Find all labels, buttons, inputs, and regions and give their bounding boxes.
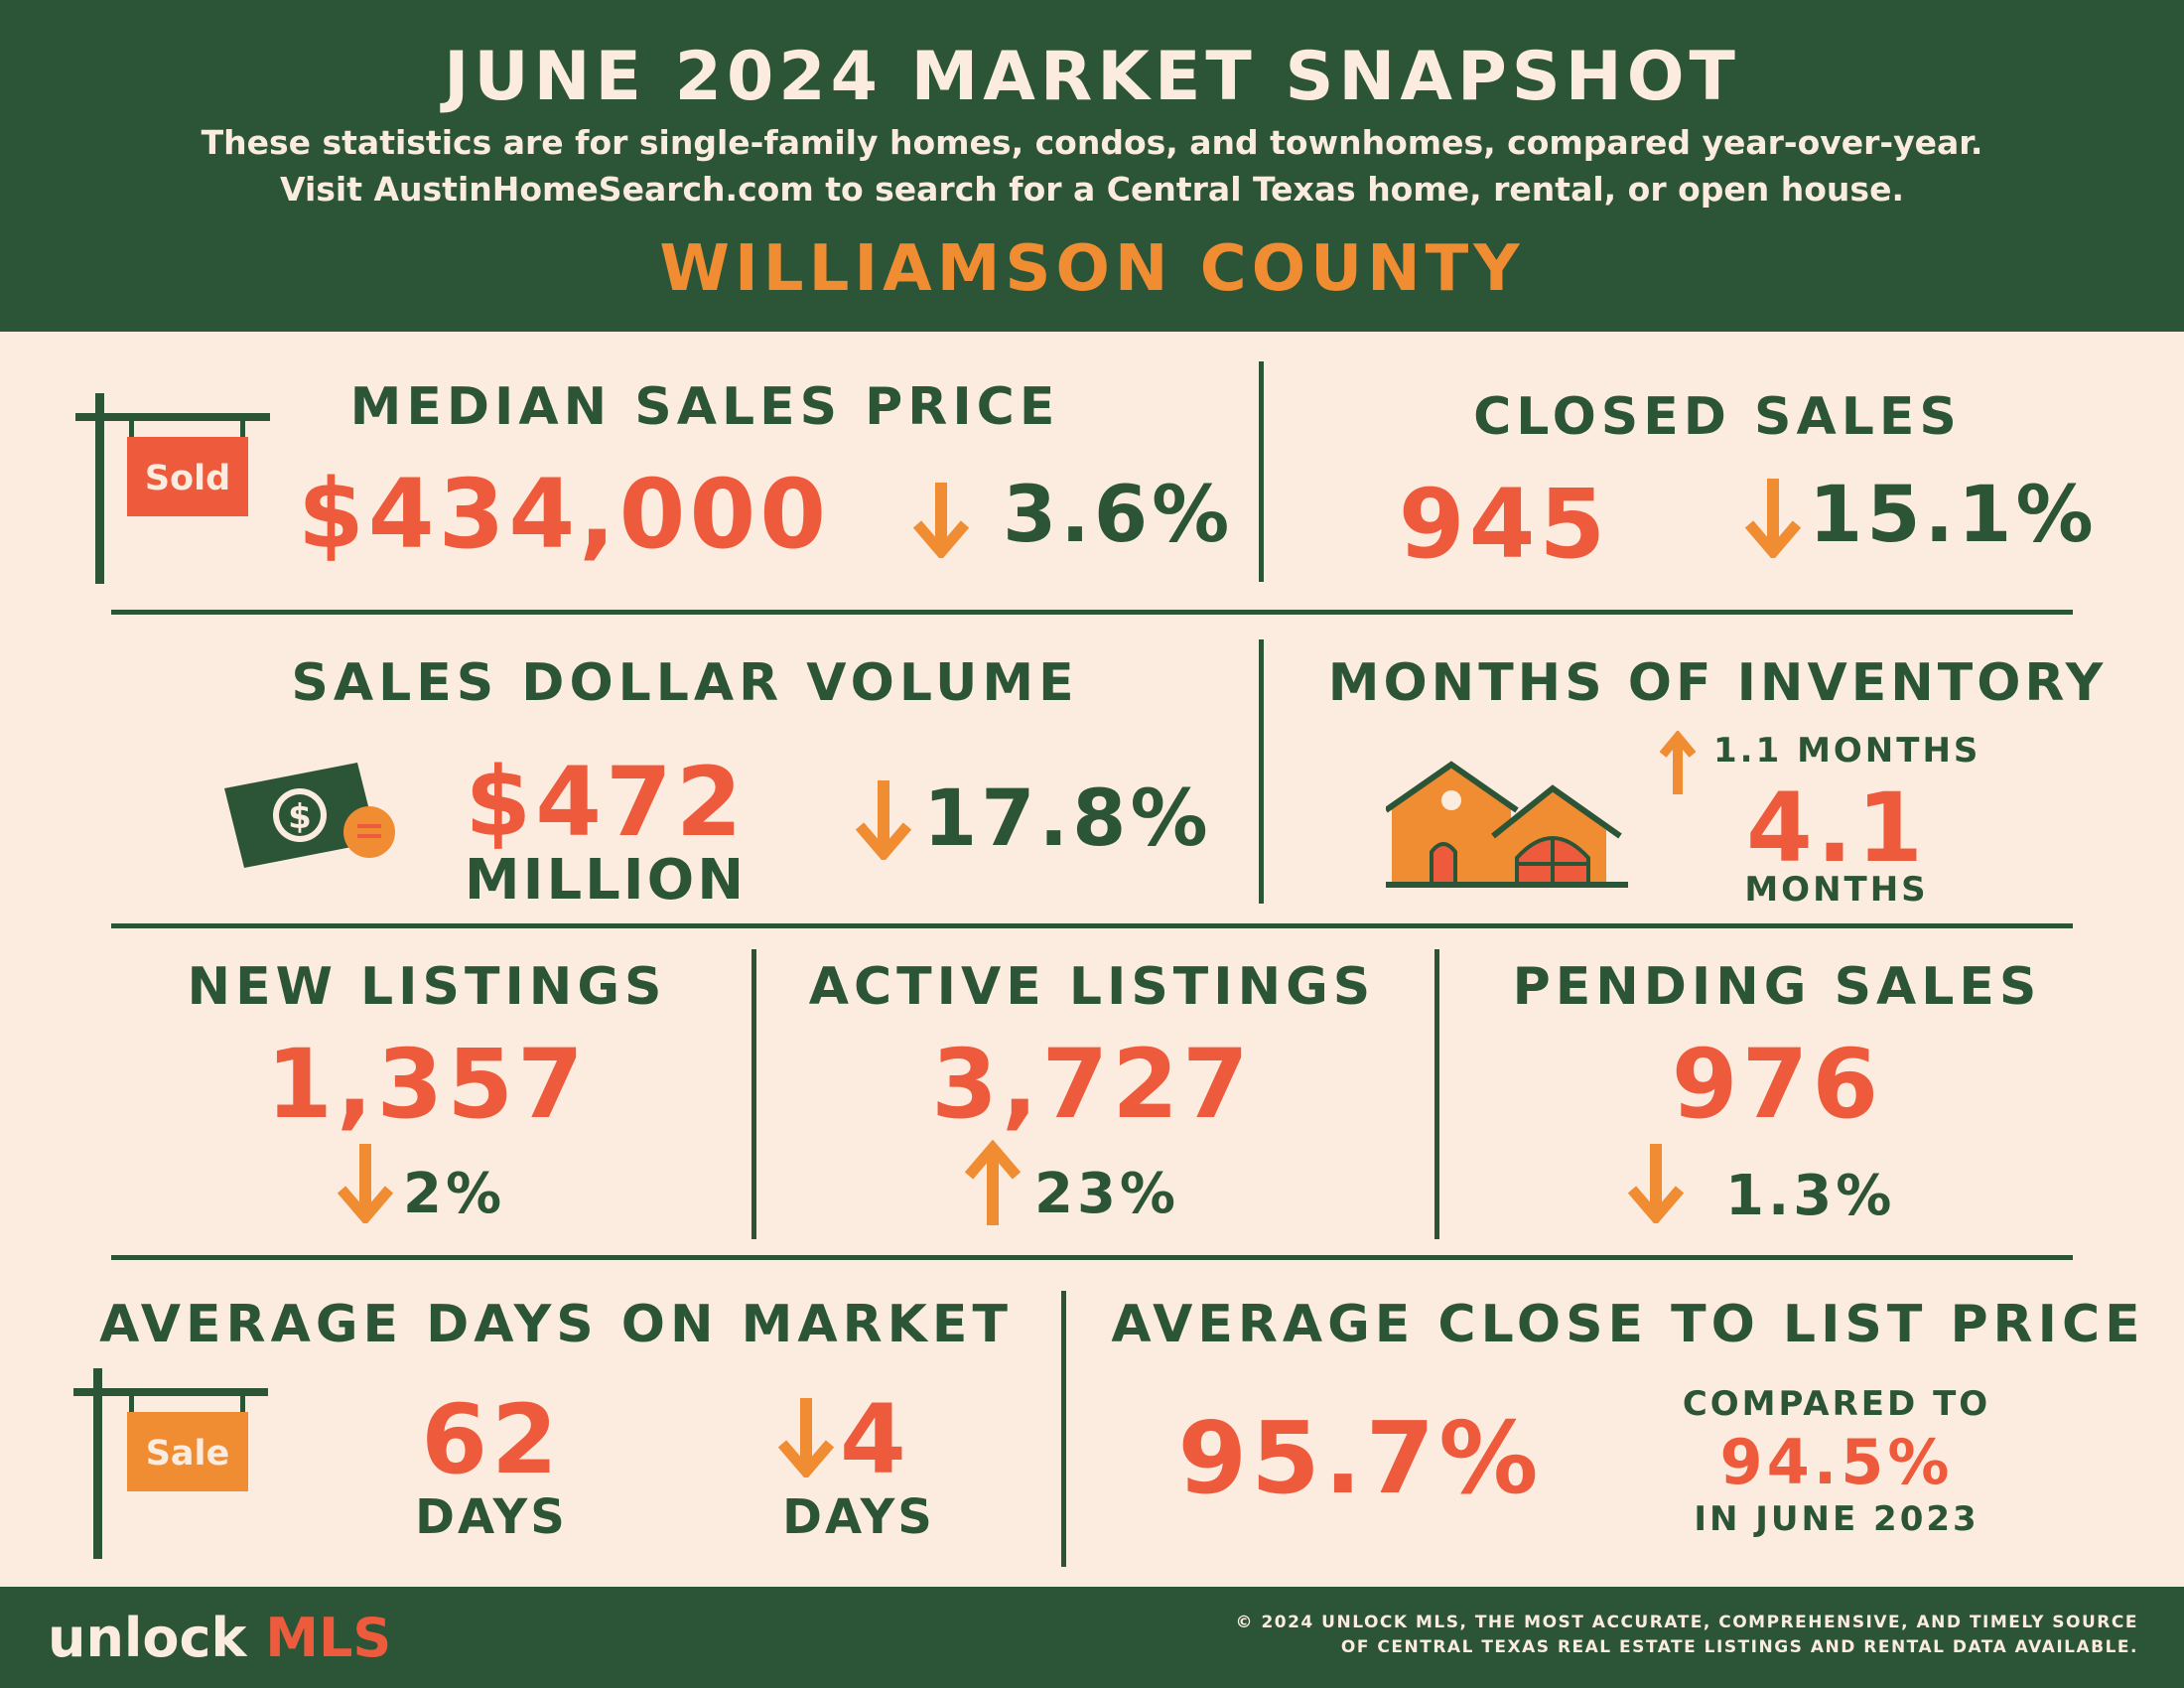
pending-sales-heading: PENDING SALES xyxy=(1512,957,2042,1017)
new-listings-value: 1,357 xyxy=(266,1029,588,1140)
arrow-down-icon xyxy=(1628,1144,1684,1223)
copyright-notice: © 2024 UNLOCK MLS, THE MOST ACCURATE, CO… xyxy=(1236,1611,2138,1660)
logo-unlock-text: unlock xyxy=(48,1607,247,1669)
active-listings-heading: ACTIVE LISTINGS xyxy=(808,957,1376,1017)
avg-days-on-market-value: 62 xyxy=(421,1384,562,1495)
arrow-down-icon xyxy=(338,1144,393,1223)
sales-dollar-volume-unit: MILLION xyxy=(464,848,748,913)
compare-period: IN JUNE 2023 xyxy=(1694,1499,1979,1539)
avg-days-on-market-change-unit: DAYS xyxy=(782,1489,935,1545)
pending-sales-value: 976 xyxy=(1671,1029,1883,1140)
arrow-up-icon xyxy=(1660,731,1696,794)
active-listings-value: 3,727 xyxy=(931,1029,1253,1140)
median-sales-price-change: 3.6% xyxy=(1003,471,1234,560)
months-of-inventory-unit: MONTHS xyxy=(1744,870,1929,910)
divider-row-1 xyxy=(111,610,2073,615)
divider-col-3 xyxy=(751,949,756,1239)
avg-days-on-market-unit: DAYS xyxy=(415,1489,568,1545)
copyright-line-1: © 2024 UNLOCK MLS, THE MOST ACCURATE, CO… xyxy=(1235,1613,2138,1632)
copyright-line-2: OF CENTRAL TEXAS REAL ESTATE LISTINGS AN… xyxy=(1340,1637,2138,1657)
closed-sales-heading: CLOSED SALES xyxy=(1473,387,1962,447)
arrow-down-icon xyxy=(778,1398,834,1477)
footer-bar: unlock MLS © 2024 UNLOCK MLS, THE MOST A… xyxy=(0,1587,2184,1688)
active-listings-change: 23% xyxy=(1034,1162,1180,1226)
closed-sales-value: 945 xyxy=(1398,469,1610,580)
compare-label: COMPARED TO xyxy=(1682,1384,1991,1424)
sold-sign-label: Sold xyxy=(144,459,231,498)
divider-col-2 xyxy=(1259,639,1264,904)
arrow-down-icon xyxy=(856,780,911,860)
compare-value: 94.5% xyxy=(1719,1426,1954,1498)
money-icon: $ xyxy=(224,763,395,868)
avg-close-to-list-value: 95.7% xyxy=(1177,1400,1543,1516)
divider-col-4 xyxy=(1434,949,1439,1239)
avg-close-to-list-heading: AVERAGE CLOSE TO LIST PRICE xyxy=(1111,1295,2145,1354)
house-icon xyxy=(1386,761,1628,888)
median-sales-price-heading: MEDIAN SALES PRICE xyxy=(349,377,1060,437)
arrow-down-icon xyxy=(1745,479,1801,558)
arrow-down-icon xyxy=(913,483,969,558)
divider-col-5 xyxy=(1061,1291,1066,1567)
median-sales-price-value: $434,000 xyxy=(298,459,831,570)
sale-sign-label: Sale xyxy=(145,1434,230,1474)
months-of-inventory-change: 1.1 MONTHS xyxy=(1713,731,1981,771)
avg-days-on-market-heading: AVERAGE DAYS ON MARKET xyxy=(99,1295,1013,1354)
avg-days-on-market-change: 4 xyxy=(840,1384,910,1495)
subtitle-line-2: Visit AustinHomeSearch.com to search for… xyxy=(280,170,1904,209)
pending-sales-change: 1.3% xyxy=(1725,1164,1896,1228)
page-title: JUNE 2024 MARKET SNAPSHOT xyxy=(444,38,1740,116)
new-listings-change: 2% xyxy=(403,1162,506,1226)
arrow-up-icon xyxy=(965,1140,1021,1225)
divider-col-1 xyxy=(1259,361,1264,582)
months-of-inventory-heading: MONTHS OF INVENTORY xyxy=(1327,653,2108,713)
sales-dollar-volume-value: $472 xyxy=(465,747,747,858)
new-listings-heading: NEW LISTINGS xyxy=(187,957,667,1017)
logo-mls-text: MLS xyxy=(265,1607,392,1669)
divider-row-2 xyxy=(111,923,2073,928)
unlock-mls-logo: unlock MLS xyxy=(48,1607,391,1669)
sold-sign-icon xyxy=(75,393,270,584)
months-of-inventory-value: 4.1 xyxy=(1745,773,1928,884)
sale-sign-icon xyxy=(73,1368,268,1559)
svg-text:$: $ xyxy=(288,797,312,837)
header-banner: JUNE 2024 MARKET SNAPSHOT These statisti… xyxy=(0,0,2184,332)
county-name: WILLIAMSON COUNTY xyxy=(659,232,1525,306)
closed-sales-change: 15.1% xyxy=(1809,471,2098,560)
subtitle-line-1: These statistics are for single-family h… xyxy=(201,123,1983,162)
sales-dollar-volume-heading: SALES DOLLAR VOLUME xyxy=(291,653,1079,713)
sales-dollar-volume-change: 17.8% xyxy=(923,774,1212,864)
divider-row-3 xyxy=(111,1255,2073,1260)
